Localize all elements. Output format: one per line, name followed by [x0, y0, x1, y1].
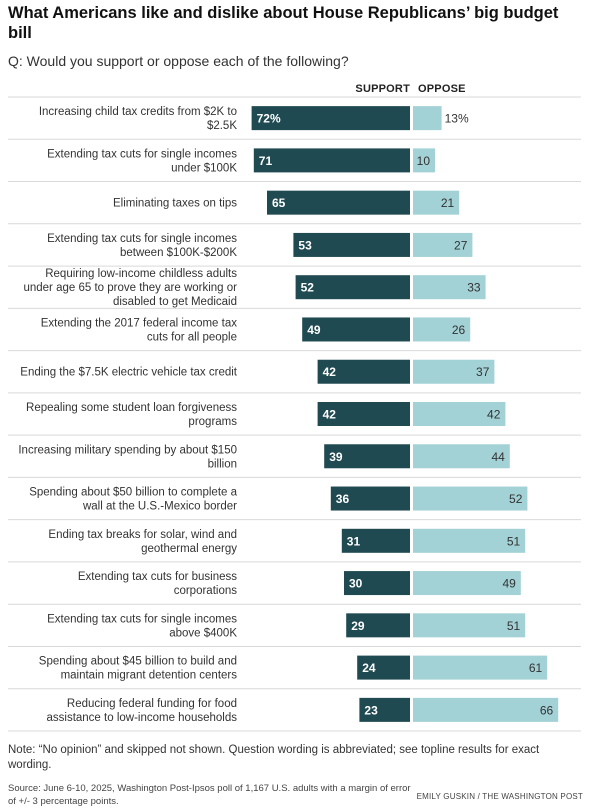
support-bar: [330, 486, 410, 511]
row-label: programs: [188, 416, 237, 428]
oppose-bar: [413, 697, 559, 722]
row-label: Increasing military spending by about $1…: [18, 444, 237, 456]
support-bar: [267, 190, 410, 215]
oppose-value-label: 61: [529, 661, 543, 675]
support-bar: [359, 697, 410, 722]
oppose-column-header: OPPOSE: [418, 83, 466, 95]
diverging-bar-chart: Increasing child tax credits from $2K to…: [8, 96, 581, 732]
row-label: $2.5K: [207, 120, 237, 132]
oppose-bar: [413, 444, 510, 469]
oppose-bar: [413, 486, 528, 511]
row-label: Ending tax breaks for solar, wind and: [48, 529, 237, 541]
row-label: Extending tax cuts for single incomes: [47, 148, 237, 160]
row-label: wall at the U.S.-Mexico border: [82, 501, 237, 513]
support-value-label: 49: [307, 323, 321, 337]
oppose-value-label: 37: [476, 365, 490, 379]
oppose-bar: [413, 655, 548, 680]
row-label: corporations: [174, 585, 238, 597]
support-value-label: 39: [329, 450, 343, 464]
row-label: geothermal energy: [141, 543, 237, 555]
support-bar: [357, 655, 410, 680]
support-bar: [295, 275, 410, 300]
oppose-value-label: 49: [502, 577, 516, 591]
support-bar: [302, 317, 410, 342]
support-column-header: SUPPORT: [355, 83, 410, 95]
support-value-label: 52: [301, 281, 315, 295]
support-value-label: 36: [336, 492, 350, 506]
support-bar: [253, 148, 410, 173]
row-label: Spending about $50 billion to complete a: [29, 487, 237, 499]
support-bar: [346, 613, 410, 638]
oppose-value-label: 42: [487, 408, 501, 422]
oppose-value-label: 51: [507, 619, 521, 633]
row-label: billion: [208, 458, 237, 470]
row-label: under age 65 to prove they are working o…: [23, 282, 237, 294]
row-label: cuts for all people: [147, 331, 237, 343]
oppose-bar: [413, 275, 486, 300]
support-bar: [341, 528, 410, 553]
oppose-bar: [413, 613, 526, 638]
row-label: Increasing child tax credits from $2K to: [39, 106, 237, 118]
chart-title: What Americans like and dislike about Ho…: [8, 4, 559, 42]
chart-note: Note: “No opinion” and skipped not shown…: [8, 744, 540, 771]
oppose-bar: [413, 106, 442, 131]
oppose-bar: [413, 148, 435, 173]
oppose-bar: [413, 571, 521, 596]
oppose-value-label: 33: [467, 281, 481, 295]
row-label: Extending tax cuts for single incomes: [47, 613, 237, 625]
row-label: Extending tax cuts for single incomes: [47, 233, 237, 245]
chart-credit: EMILY GUSKIN / THE WASHINGTON POST: [416, 792, 583, 801]
support-bar: [251, 106, 410, 131]
support-value-label: 65: [272, 196, 286, 210]
row-label: Reducing federal funding for food: [67, 698, 237, 710]
oppose-value-label: 27: [454, 238, 468, 252]
support-bar: [317, 359, 410, 384]
row-label: maintain migrant detention centers: [61, 670, 238, 682]
row-label: Extending tax cuts for business: [78, 571, 237, 583]
support-value-label: 24: [362, 661, 376, 675]
row-label: under $100K: [171, 162, 237, 174]
support-value-label: 31: [347, 534, 361, 548]
support-value-label: 53: [298, 238, 312, 252]
oppose-value-label: 21: [441, 196, 455, 210]
oppose-bar: [413, 359, 495, 384]
row-label: above $400K: [169, 627, 237, 639]
oppose-value-label: 44: [491, 450, 505, 464]
support-bar: [317, 402, 410, 426]
row-label: Extending the 2017 federal income tax: [41, 317, 238, 329]
oppose-value-label: 66: [540, 703, 554, 717]
oppose-bar: [413, 528, 526, 553]
support-value-label: 29: [351, 619, 365, 633]
support-value-label: 72%: [257, 112, 281, 126]
row-label: Repealing some student loan forgiveness: [26, 402, 237, 414]
support-bar: [344, 571, 410, 596]
row-label: Ending the $7.5K electric vehicle tax cr…: [20, 367, 238, 379]
oppose-bar: [413, 232, 473, 257]
support-value-label: 23: [364, 703, 378, 717]
oppose-value-label: 52: [509, 492, 523, 506]
row-label: Eliminating taxes on tips: [113, 198, 237, 210]
oppose-bar: [413, 402, 506, 426]
row-label: Spending about $45 billion to build and: [39, 656, 237, 668]
support-value-label: 42: [323, 408, 337, 422]
oppose-value-label: 13%: [445, 112, 469, 126]
oppose-value-label: 26: [452, 323, 466, 337]
row-label: Requiring low-income childless adults: [45, 268, 237, 280]
support-bar: [324, 444, 410, 469]
row-label: assistance to low-income households: [47, 712, 238, 724]
support-value-label: 42: [323, 365, 337, 379]
oppose-value-label: 51: [507, 534, 521, 548]
chart-subtitle: Q: Would you support or oppose each of t…: [8, 53, 349, 69]
chart-source: Source: June 6-10, 2025, Washington Post…: [8, 783, 411, 807]
oppose-bar: [413, 317, 471, 342]
support-value-label: 71: [259, 154, 273, 168]
row-label: between $100K-$200K: [120, 247, 237, 259]
support-bar: [293, 232, 410, 257]
support-value-label: 30: [349, 577, 363, 591]
row-label: disabled to get Medicaid: [113, 296, 237, 308]
oppose-value-label: 10: [417, 154, 431, 168]
oppose-bar: [413, 190, 460, 215]
